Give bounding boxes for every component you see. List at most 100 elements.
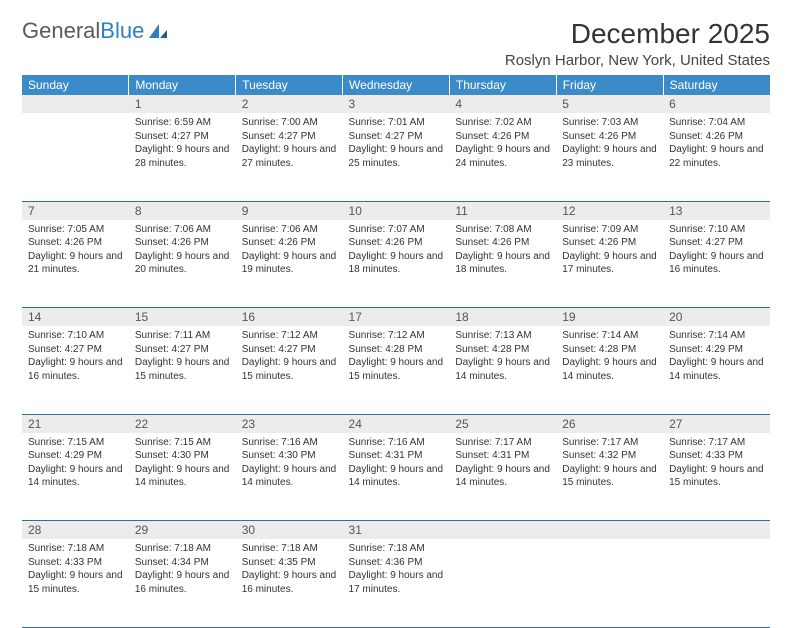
day-number-cell [556,521,663,540]
day-number-cell: 19 [556,308,663,327]
sunset-text: Sunset: 4:26 PM [669,130,764,144]
day-info: Sunrise: 7:17 AMSunset: 4:32 PMDaylight:… [556,433,663,494]
daylight-text: Daylight: 9 hours and 14 minutes. [455,356,550,383]
sunset-text: Sunset: 4:33 PM [669,449,764,463]
day-info: Sunrise: 7:12 AMSunset: 4:27 PMDaylight:… [236,326,343,387]
sunrise-text: Sunrise: 7:17 AM [669,436,764,450]
sunset-text: Sunset: 4:26 PM [562,130,657,144]
sunset-text: Sunset: 4:29 PM [28,449,123,463]
day-cell: Sunrise: 7:11 AMSunset: 4:27 PMDaylight:… [129,326,236,414]
day-info: Sunrise: 7:14 AMSunset: 4:29 PMDaylight:… [663,326,770,387]
day-content-row: Sunrise: 7:05 AMSunset: 4:26 PMDaylight:… [22,220,770,308]
day-number-cell: 16 [236,308,343,327]
daylight-text: Daylight: 9 hours and 14 minutes. [349,463,444,490]
day-header-row: SundayMondayTuesdayWednesdayThursdayFrid… [22,75,770,95]
day-number-cell: 9 [236,201,343,220]
daylight-text: Daylight: 9 hours and 18 minutes. [455,250,550,277]
day-info: Sunrise: 7:16 AMSunset: 4:30 PMDaylight:… [236,433,343,494]
day-number-cell: 6 [663,95,770,113]
day-number-row: 14151617181920 [22,308,770,327]
daylight-text: Daylight: 9 hours and 16 minutes. [135,569,230,596]
day-header-cell: Saturday [663,75,770,95]
sunset-text: Sunset: 4:33 PM [28,556,123,570]
day-cell: Sunrise: 7:03 AMSunset: 4:26 PMDaylight:… [556,113,663,201]
sunset-text: Sunset: 4:30 PM [242,449,337,463]
sunrise-text: Sunrise: 7:18 AM [349,542,444,556]
day-info: Sunrise: 7:05 AMSunset: 4:26 PMDaylight:… [22,220,129,281]
day-number-cell: 4 [449,95,556,113]
day-info: Sunrise: 7:16 AMSunset: 4:31 PMDaylight:… [343,433,450,494]
daylight-text: Daylight: 9 hours and 28 minutes. [135,143,230,170]
day-number-cell: 23 [236,414,343,433]
sunset-text: Sunset: 4:31 PM [349,449,444,463]
day-info: Sunrise: 7:10 AMSunset: 4:27 PMDaylight:… [22,326,129,387]
day-info: Sunrise: 7:01 AMSunset: 4:27 PMDaylight:… [343,113,450,174]
day-header-cell: Sunday [22,75,129,95]
day-cell: Sunrise: 7:10 AMSunset: 4:27 PMDaylight:… [22,326,129,414]
day-info: Sunrise: 7:06 AMSunset: 4:26 PMDaylight:… [129,220,236,281]
day-cell: Sunrise: 7:17 AMSunset: 4:32 PMDaylight:… [556,433,663,521]
header: GeneralBlue December 2025 Roslyn Harbor,… [22,18,770,69]
day-header-cell: Monday [129,75,236,95]
sunset-text: Sunset: 4:30 PM [135,449,230,463]
day-cell: Sunrise: 7:06 AMSunset: 4:26 PMDaylight:… [129,220,236,308]
day-info: Sunrise: 7:02 AMSunset: 4:26 PMDaylight:… [449,113,556,174]
sunrise-text: Sunrise: 7:11 AM [135,329,230,343]
daylight-text: Daylight: 9 hours and 25 minutes. [349,143,444,170]
sunset-text: Sunset: 4:28 PM [349,343,444,357]
day-info: Sunrise: 7:15 AMSunset: 4:30 PMDaylight:… [129,433,236,494]
day-number-row: 28293031 [22,521,770,540]
daylight-text: Daylight: 9 hours and 16 minutes. [28,356,123,383]
day-number-cell: 22 [129,414,236,433]
sunrise-text: Sunrise: 7:00 AM [242,116,337,130]
sunrise-text: Sunrise: 7:04 AM [669,116,764,130]
sunrise-text: Sunrise: 7:10 AM [669,223,764,237]
daylight-text: Daylight: 9 hours and 27 minutes. [242,143,337,170]
sunset-text: Sunset: 4:26 PM [349,236,444,250]
day-cell: Sunrise: 7:17 AMSunset: 4:33 PMDaylight:… [663,433,770,521]
day-cell: Sunrise: 7:07 AMSunset: 4:26 PMDaylight:… [343,220,450,308]
daylight-text: Daylight: 9 hours and 23 minutes. [562,143,657,170]
sunset-text: Sunset: 4:26 PM [28,236,123,250]
day-cell: Sunrise: 7:02 AMSunset: 4:26 PMDaylight:… [449,113,556,201]
day-content-row: Sunrise: 7:15 AMSunset: 4:29 PMDaylight:… [22,433,770,521]
day-info: Sunrise: 7:18 AMSunset: 4:34 PMDaylight:… [129,539,236,600]
day-info: Sunrise: 7:11 AMSunset: 4:27 PMDaylight:… [129,326,236,387]
daylight-text: Daylight: 9 hours and 19 minutes. [242,250,337,277]
sunset-text: Sunset: 4:26 PM [135,236,230,250]
day-number-cell [663,521,770,540]
sunset-text: Sunset: 4:31 PM [455,449,550,463]
day-cell: Sunrise: 7:12 AMSunset: 4:27 PMDaylight:… [236,326,343,414]
sunset-text: Sunset: 4:27 PM [669,236,764,250]
daylight-text: Daylight: 9 hours and 14 minutes. [562,356,657,383]
day-number-cell: 27 [663,414,770,433]
calendar-table: SundayMondayTuesdayWednesdayThursdayFrid… [22,75,770,628]
sunset-text: Sunset: 4:29 PM [669,343,764,357]
day-info: Sunrise: 7:13 AMSunset: 4:28 PMDaylight:… [449,326,556,387]
day-cell [449,539,556,627]
sunset-text: Sunset: 4:27 PM [242,130,337,144]
day-cell: Sunrise: 7:15 AMSunset: 4:30 PMDaylight:… [129,433,236,521]
day-cell: Sunrise: 7:16 AMSunset: 4:30 PMDaylight:… [236,433,343,521]
day-cell: Sunrise: 7:17 AMSunset: 4:31 PMDaylight:… [449,433,556,521]
daylight-text: Daylight: 9 hours and 24 minutes. [455,143,550,170]
day-cell: Sunrise: 7:05 AMSunset: 4:26 PMDaylight:… [22,220,129,308]
sunrise-text: Sunrise: 7:10 AM [28,329,123,343]
day-content-row: Sunrise: 6:59 AMSunset: 4:27 PMDaylight:… [22,113,770,201]
day-number-cell: 5 [556,95,663,113]
daylight-text: Daylight: 9 hours and 16 minutes. [242,569,337,596]
day-cell: Sunrise: 7:14 AMSunset: 4:28 PMDaylight:… [556,326,663,414]
daylight-text: Daylight: 9 hours and 22 minutes. [669,143,764,170]
day-info: Sunrise: 7:03 AMSunset: 4:26 PMDaylight:… [556,113,663,174]
sunrise-text: Sunrise: 7:16 AM [349,436,444,450]
sunset-text: Sunset: 4:28 PM [562,343,657,357]
day-number-cell: 24 [343,414,450,433]
day-info: Sunrise: 7:18 AMSunset: 4:35 PMDaylight:… [236,539,343,600]
sunrise-text: Sunrise: 6:59 AM [135,116,230,130]
day-cell: Sunrise: 7:13 AMSunset: 4:28 PMDaylight:… [449,326,556,414]
day-info: Sunrise: 7:10 AMSunset: 4:27 PMDaylight:… [663,220,770,281]
title-block: December 2025 Roslyn Harbor, New York, U… [505,18,770,69]
sunrise-text: Sunrise: 7:02 AM [455,116,550,130]
day-info: Sunrise: 7:15 AMSunset: 4:29 PMDaylight:… [22,433,129,494]
sunrise-text: Sunrise: 7:07 AM [349,223,444,237]
